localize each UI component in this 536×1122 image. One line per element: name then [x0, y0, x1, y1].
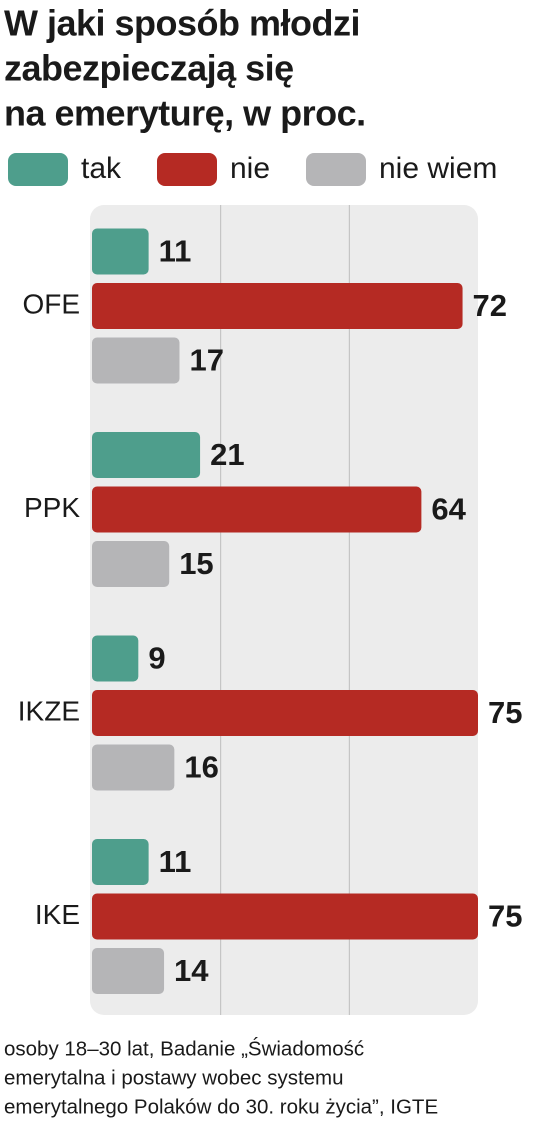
value-label: 72 [473, 288, 507, 323]
bar [92, 893, 478, 940]
category-label: OFE [22, 288, 80, 319]
bar [92, 486, 422, 533]
source-note: emerytalnego Polaków do 30. roku życia”,… [4, 1095, 438, 1118]
bar [92, 635, 139, 682]
source-note: osoby 18–30 lat, Badanie „Świadomość [4, 1036, 364, 1060]
value-label: 17 [189, 343, 223, 378]
chart-title: na emeryturę, w proc. [4, 93, 366, 134]
bar [92, 283, 463, 329]
chart-title: zabezpieczają się [4, 48, 294, 89]
value-label: 16 [184, 750, 218, 785]
bar [92, 744, 175, 791]
value-label: 11 [159, 234, 192, 269]
value-label: 15 [179, 546, 213, 581]
bar [92, 948, 165, 994]
bar [92, 432, 201, 478]
value-label: 9 [148, 641, 165, 676]
source-note: emerytalna i postawy wobec systemu [4, 1066, 344, 1089]
chart-title: W jaki sposób młodzi [4, 3, 360, 44]
bar [92, 690, 478, 736]
bar [92, 839, 149, 885]
bar [92, 228, 149, 275]
value-label: 64 [431, 492, 466, 527]
legend-swatch [157, 153, 217, 186]
legend-swatch [8, 153, 68, 186]
value-label: 75 [488, 899, 522, 934]
value-label: 75 [488, 695, 522, 730]
value-label: 14 [174, 953, 209, 988]
bar [92, 541, 170, 587]
category-label: IKE [35, 899, 80, 930]
plot-panel [90, 205, 478, 1015]
category-label: PPK [24, 492, 80, 523]
value-label: 11 [159, 844, 192, 879]
legend-label: tak [81, 152, 122, 185]
legend-label: nie [230, 152, 270, 185]
bar [92, 337, 180, 384]
legend-swatch [306, 153, 366, 186]
category-label: IKZE [18, 695, 80, 726]
value-label: 21 [210, 437, 244, 472]
legend-label: nie wiem [379, 152, 497, 185]
